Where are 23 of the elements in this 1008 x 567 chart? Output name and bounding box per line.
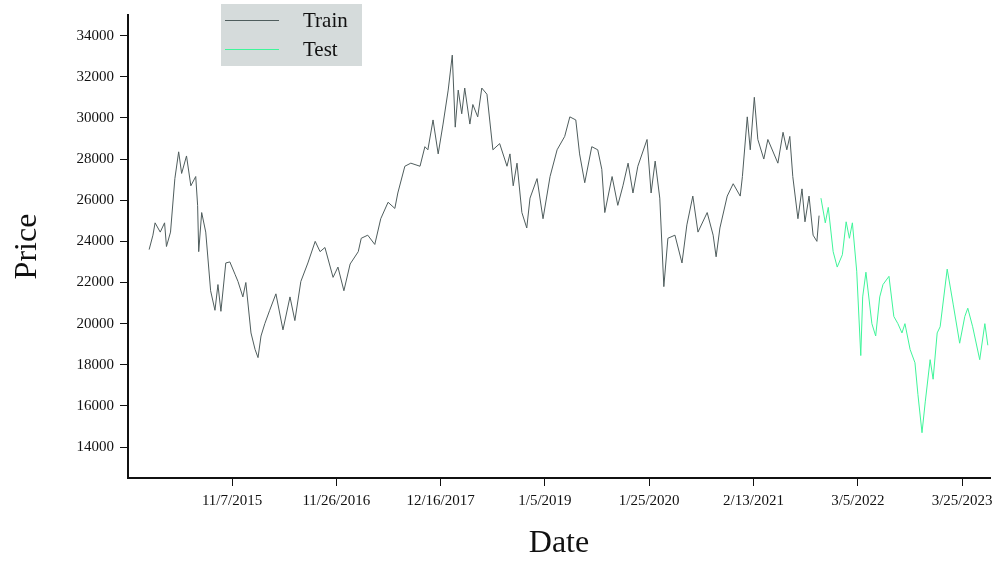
legend-label: Test bbox=[303, 36, 338, 63]
x-axis-title: Date bbox=[528, 523, 590, 560]
y-tick-label: 24000 bbox=[76, 232, 114, 249]
x-tick-label: 1/25/2020 bbox=[618, 491, 680, 508]
x-tick-label: 3/5/2022 bbox=[831, 491, 885, 508]
x-tick-label: 2/13/2021 bbox=[723, 491, 784, 508]
y-tick-label: 34000 bbox=[76, 26, 114, 43]
y-tick-label: 16000 bbox=[76, 396, 114, 413]
y-tick-label: 26000 bbox=[76, 191, 114, 208]
legend-label: Train bbox=[303, 7, 348, 34]
x-tick-label: 1/5/2019 bbox=[518, 491, 572, 508]
y-tick-label: 20000 bbox=[76, 314, 114, 331]
x-tick-label: 11/26/2016 bbox=[302, 491, 371, 508]
x-tick-label: 3/25/2023 bbox=[931, 491, 993, 508]
y-tick-label: 14000 bbox=[76, 438, 114, 455]
x-tick-label: 11/7/2015 bbox=[201, 491, 263, 508]
y-tick-label: 30000 bbox=[76, 108, 114, 125]
y-tick-label: 22000 bbox=[76, 273, 114, 290]
y-tick-label: 28000 bbox=[76, 149, 114, 166]
y-axis-title: Price bbox=[6, 213, 43, 280]
x-tick-label: 12/16/2017 bbox=[406, 491, 476, 508]
y-tick-label: 32000 bbox=[76, 67, 114, 84]
y-tick-label: 18000 bbox=[76, 355, 114, 372]
